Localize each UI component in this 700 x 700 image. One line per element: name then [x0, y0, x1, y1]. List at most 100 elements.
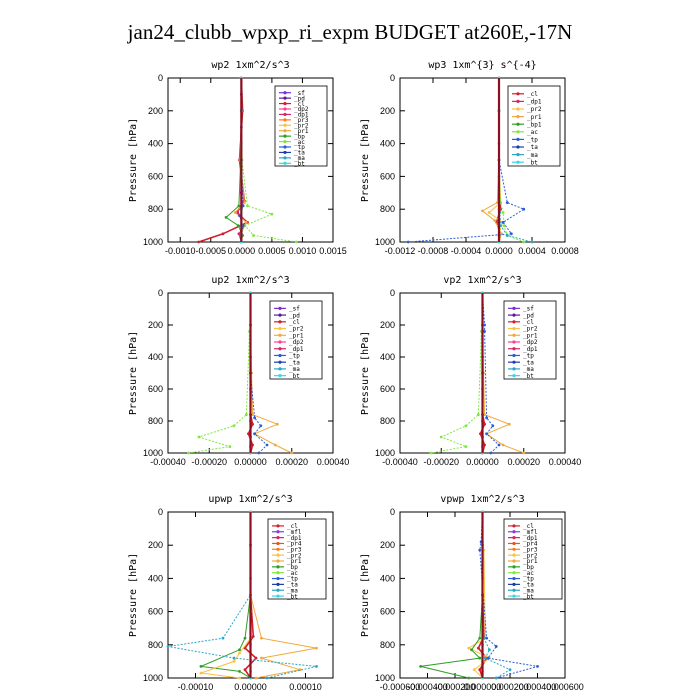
y-tick-label: 800 — [148, 640, 163, 650]
plot-frame — [167, 77, 334, 243]
series-point-tp — [259, 424, 263, 428]
legend-label: _ta — [523, 582, 534, 589]
x-tick-label: -0.00020 — [423, 457, 459, 467]
y-tick-label: 400 — [380, 573, 395, 583]
series-point-pr1 — [260, 636, 263, 640]
series-point-tp — [509, 232, 513, 236]
series-point-tp — [483, 330, 486, 333]
legend-marker — [516, 99, 520, 103]
series-point-ac — [501, 211, 505, 214]
y-axis-label: Pressure [hPa] — [128, 118, 139, 202]
y-tick-label: 200 — [148, 540, 163, 550]
legend-label: _pd — [294, 95, 305, 102]
series-point-dp1 — [236, 211, 240, 214]
legend-label: _dp1 — [294, 112, 309, 119]
series-line-pr2 — [467, 512, 491, 679]
series-line-tp — [250, 293, 268, 454]
series-point-ac — [228, 445, 232, 448]
y-tick-label: 1000 — [375, 237, 395, 247]
legend-label: _pr3 — [294, 117, 309, 124]
legend-box — [269, 300, 323, 380]
series-point-tp — [483, 323, 486, 327]
x-tick-label: -0.0012 — [385, 246, 416, 256]
series-line-ac — [430, 293, 483, 454]
legend-label: _pr2 — [523, 326, 538, 333]
series-point-cl — [254, 656, 258, 660]
y-tick-label: 1000 — [375, 448, 395, 458]
legend-marker — [512, 333, 516, 337]
series-line-ac — [240, 78, 297, 243]
series-point-tp — [497, 443, 501, 447]
series-point-tp — [257, 451, 261, 455]
legend-marker — [276, 524, 280, 528]
legend-marker — [283, 118, 287, 122]
x-tick-label: -0.000400 — [407, 682, 448, 692]
legend-marker — [283, 96, 287, 100]
series-point-tp — [505, 201, 509, 205]
series-point-pr2 — [232, 660, 236, 663]
legend-marker — [283, 91, 287, 95]
series-point-pr2 — [472, 668, 476, 672]
legend-marker — [512, 547, 516, 551]
legend-label: _bt — [523, 593, 534, 600]
series-point-cl — [476, 646, 480, 650]
series-line-tp — [408, 78, 525, 243]
legend-label: _dp2 — [523, 339, 538, 346]
legend-label: _cl — [294, 101, 305, 108]
x-tick-label: -0.00040 — [382, 457, 418, 467]
legend-label: _pr1 — [527, 114, 542, 121]
series-point-ac — [464, 445, 468, 448]
chart-title: vpwp 1xm^2/s^3 — [440, 494, 524, 505]
series-point-ma — [265, 676, 269, 680]
legend-marker — [283, 107, 287, 111]
chart-title: upwp 1xm^2/s^3 — [208, 494, 292, 505]
legend-marker — [516, 92, 520, 96]
legend-label: _cl — [527, 91, 538, 98]
y-tick-label: 1000 — [375, 673, 395, 683]
legend-marker — [276, 582, 280, 586]
legend-marker — [512, 565, 516, 569]
legend-marker — [512, 313, 516, 317]
series-point-bp — [478, 636, 482, 640]
legend-marker — [283, 134, 287, 138]
series-line-ac — [188, 293, 251, 454]
legend-marker — [512, 576, 516, 581]
y-tick-label: 800 — [380, 204, 395, 214]
series-point-pr2 — [467, 646, 471, 650]
legend-label: _tp — [527, 137, 538, 144]
y-tick-label: 1000 — [143, 448, 163, 458]
legend-marker — [512, 553, 516, 557]
legend-marker — [512, 536, 516, 540]
y-tick-label: 0 — [390, 507, 395, 517]
y-tick-label: 800 — [380, 640, 395, 650]
series-point-pr2 — [238, 676, 241, 680]
y-axis-label: Pressure [hPa] — [360, 553, 371, 637]
legend-marker — [276, 588, 280, 592]
x-tick-label: 0.0010 — [289, 246, 317, 256]
legend-label: _sf — [289, 306, 300, 313]
series-point-cl — [247, 432, 250, 436]
x-tick-label: -0.0010 — [165, 246, 196, 256]
series-point-cl — [479, 432, 482, 436]
series-point-ac — [252, 234, 255, 237]
y-tick-label: 400 — [148, 573, 163, 583]
series-point-pr1 — [522, 451, 526, 455]
x-tick-label: -0.000600 — [380, 682, 421, 692]
series-point-pr1 — [290, 451, 294, 455]
legend-marker — [283, 112, 287, 117]
series-point-tp — [485, 432, 489, 436]
legend-marker — [512, 320, 516, 324]
legend-label: _ta — [287, 582, 298, 589]
series-point-cl — [483, 422, 486, 426]
series-point-ma — [505, 234, 509, 237]
legend-label: _ma — [289, 366, 300, 373]
x-tick-label: 0.00040 — [549, 457, 582, 467]
y-axis-label: Pressure [hPa] — [128, 331, 139, 415]
series-point-bp — [238, 648, 241, 652]
y-tick-label: 0 — [390, 288, 395, 298]
legend-marker — [516, 160, 520, 164]
series-point-tp — [486, 656, 490, 660]
legend-label: _tp — [289, 353, 300, 360]
series-point-ac — [429, 451, 433, 455]
legend-marker — [512, 306, 516, 310]
